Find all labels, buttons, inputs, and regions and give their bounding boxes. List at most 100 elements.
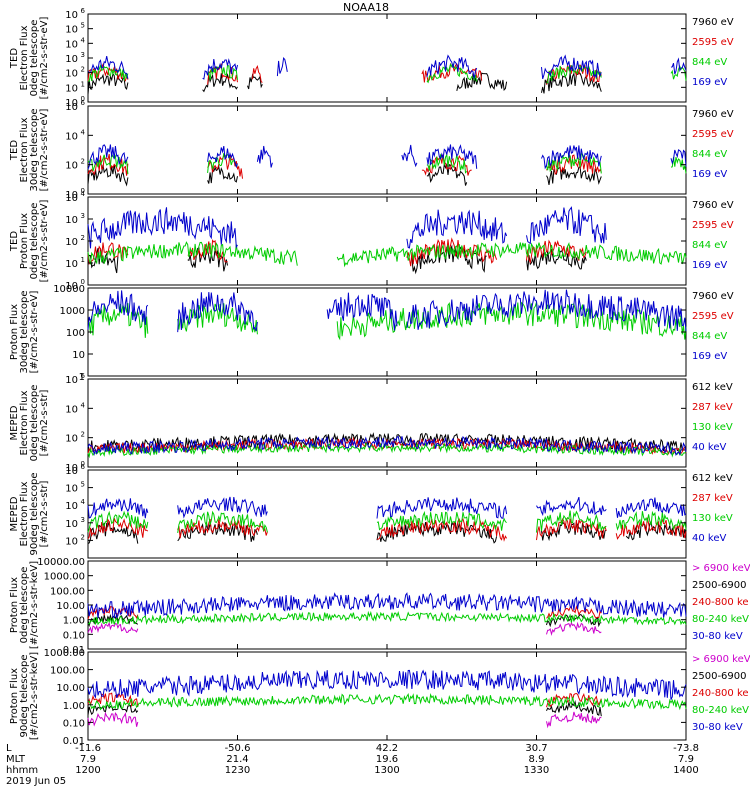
legend-entry: 2595 eV [692, 129, 734, 140]
series-line [276, 56, 288, 77]
series-4 [87, 54, 687, 80]
series-line [207, 145, 238, 169]
y-tick-exponent: 0 [81, 278, 85, 286]
y-tick-exponent: 0 [81, 460, 85, 468]
series-2 [87, 289, 687, 333]
y-axis-label: Electron Flux [19, 390, 30, 455]
series-line [546, 154, 602, 175]
series-3 [87, 241, 687, 268]
series-line [546, 64, 602, 84]
series-line [207, 64, 238, 81]
y-axis-label: TED [9, 48, 20, 69]
series-line [87, 592, 687, 619]
y-tick-exponent: 0 [81, 95, 85, 103]
x-tick-label: 7.9 [678, 754, 694, 765]
y-tick-exponent: 2 [81, 431, 85, 439]
series-5 [87, 592, 687, 619]
legend-entry: 2595 eV [692, 220, 734, 231]
series-line [87, 153, 129, 176]
y-tick-label: 10 [65, 466, 78, 477]
series-line [87, 693, 687, 711]
y-tick-label: 10 [65, 215, 78, 226]
y-tick-exponent: 3 [81, 212, 85, 220]
y-tick-label: 10 [72, 350, 85, 361]
x-tick-label: 30.7 [525, 743, 547, 754]
series-line [87, 248, 119, 274]
series-line [541, 54, 602, 80]
series-1 [87, 162, 602, 187]
series-line [207, 153, 238, 173]
legend-entry: 240-800 ke [692, 688, 749, 699]
x-tick-label: 19.6 [376, 754, 398, 765]
y-tick-exponent: 5 [81, 481, 85, 489]
y-axis-label: Proton Flux [9, 668, 20, 724]
y-tick-label: 1 [79, 372, 85, 383]
series-4 [87, 206, 607, 249]
panel-7: 0.01 0.10 1.00 10.00 100.00 1000.00 10000.00 Pr… [9, 557, 750, 656]
y-tick-label: 1.00 [63, 616, 85, 627]
legend-entry: 612 keV [692, 473, 733, 484]
legend-entry: 7960 eV [692, 291, 734, 302]
series-4 [87, 144, 687, 170]
x-tick-label: -50.6 [225, 743, 251, 754]
legend-entry: 240-800 ke [692, 597, 749, 608]
y-tick-label: 10 [65, 69, 78, 80]
y-axis-label: Proton Flux [19, 213, 30, 269]
series-line [87, 207, 238, 249]
legend-entry: 287 keV [692, 402, 733, 413]
y-tick-exponent: 2 [81, 234, 85, 242]
series-3 [87, 510, 687, 533]
x-row-label-l: L [6, 743, 12, 754]
series-line [401, 144, 418, 168]
series-line [541, 145, 602, 170]
series-line [336, 241, 687, 268]
series-1 [87, 711, 602, 729]
legend-entry: 130 keV [692, 422, 733, 433]
y-axis-label: [#/cm2-s-str] [39, 389, 50, 456]
series-line [87, 711, 139, 727]
series-line [536, 517, 607, 541]
series-line [252, 65, 263, 83]
y-tick-label: 10 [65, 536, 78, 547]
series-1 [87, 71, 602, 95]
y-tick-label: 1.00 [63, 701, 85, 712]
series-line [87, 498, 149, 519]
legend-entry: 169 eV [692, 77, 727, 88]
chart-title: NOAA18 [343, 1, 389, 14]
y-tick-exponent: 4 [81, 498, 86, 506]
panel-frame [87, 13, 687, 103]
series-line [541, 71, 602, 94]
series-line [177, 518, 268, 539]
y-tick-label: 10 [65, 463, 78, 474]
legend-entry: 169 eV [692, 169, 727, 180]
legend-entry: 7960 eV [692, 109, 734, 120]
x-tick-label: 1400 [673, 765, 698, 776]
y-tick-exponent: 2 [81, 66, 85, 74]
series-line [625, 520, 687, 541]
series-line [376, 510, 507, 531]
series-line [456, 72, 508, 92]
series-line [187, 239, 228, 263]
series-line [536, 510, 607, 533]
series-line [546, 711, 602, 729]
panel-frame [87, 196, 687, 286]
series-line [536, 496, 607, 517]
y-axis-label: Electron Flux [19, 117, 30, 182]
y-axis-label: TED [9, 140, 20, 161]
series-2 [87, 153, 602, 179]
legend-entry: 80-240 keV [692, 614, 749, 625]
x-tick-label: 1200 [75, 765, 100, 776]
legend-entry: 2595 eV [692, 311, 734, 322]
y-axis-label: MEPED [9, 496, 20, 531]
series-line [526, 206, 607, 245]
y-tick-exponent: 4 [81, 190, 86, 198]
series-line [87, 621, 139, 634]
y-tick-label: 100.00 [50, 586, 85, 597]
series-line [426, 54, 478, 79]
y-tick-label: 10 [65, 237, 78, 248]
y-axis-label: [#/cm2-s-str-keV] [29, 561, 40, 649]
y-tick-label: 10 [65, 83, 78, 94]
x-row-label-mlt: MLT [6, 754, 26, 765]
series-5 [87, 669, 687, 700]
